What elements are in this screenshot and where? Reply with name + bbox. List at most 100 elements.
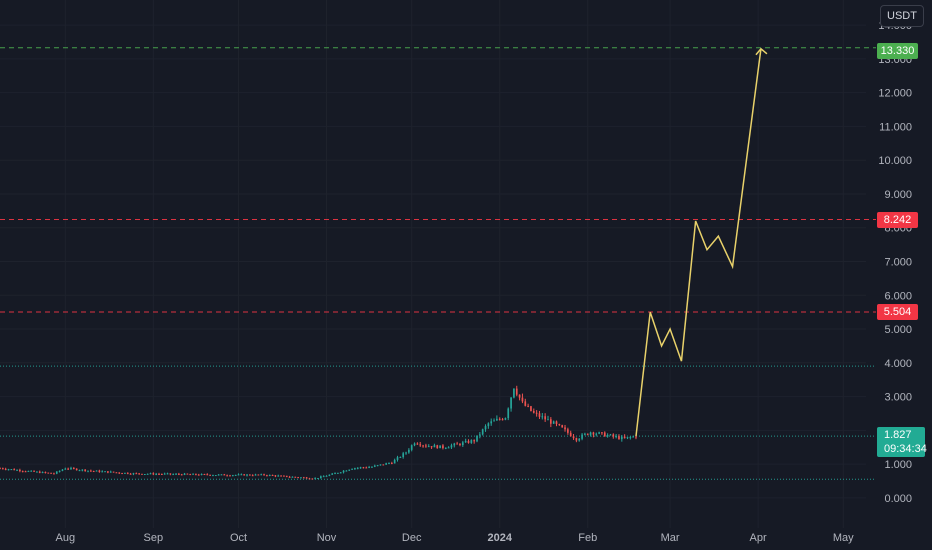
candle <box>359 466 362 469</box>
candle <box>33 470 35 472</box>
candle-body <box>388 463 390 465</box>
candle <box>271 474 274 476</box>
candle <box>371 466 373 468</box>
candle <box>135 472 138 475</box>
candle <box>30 470 33 472</box>
candle <box>107 471 109 474</box>
candle-body <box>55 471 58 474</box>
candle <box>178 472 180 476</box>
candle-body <box>212 475 214 477</box>
candle <box>78 469 81 472</box>
candle <box>345 470 348 472</box>
candle-body <box>496 418 498 421</box>
candle <box>348 469 351 472</box>
candle <box>444 447 447 450</box>
candle-body <box>115 472 118 474</box>
candle-body <box>351 468 353 470</box>
candle <box>21 470 24 473</box>
candle-body <box>609 434 612 436</box>
candle <box>38 470 41 474</box>
candle <box>155 472 158 476</box>
candle-body <box>4 468 7 470</box>
candle-body <box>64 468 67 470</box>
candle <box>81 469 84 472</box>
candle-body <box>601 432 603 434</box>
y-tick-label: 6.000 <box>884 290 912 302</box>
candle-body <box>339 472 342 474</box>
candle <box>510 397 512 412</box>
candle <box>481 428 484 436</box>
candle <box>44 471 47 474</box>
candle <box>263 473 265 476</box>
candle <box>351 468 353 470</box>
candle-body <box>10 469 13 471</box>
candle-body <box>385 463 388 465</box>
candle <box>109 470 112 473</box>
projection-arrowhead <box>755 47 768 56</box>
candle-body <box>254 474 257 476</box>
candle-body <box>399 457 402 459</box>
candle <box>302 476 305 479</box>
candle <box>402 451 405 459</box>
candle-body <box>487 423 490 427</box>
candle <box>0 467 1 470</box>
candle-body <box>317 478 319 480</box>
candle <box>206 473 209 476</box>
candle-body <box>481 429 484 435</box>
candle <box>192 473 194 475</box>
candle <box>535 410 538 417</box>
candle <box>450 443 453 449</box>
candle-body <box>237 474 240 476</box>
candle-body <box>569 432 572 437</box>
candle <box>606 433 609 438</box>
candle-body <box>300 477 302 479</box>
candle <box>274 474 277 478</box>
candle <box>478 432 481 439</box>
candle-body <box>61 469 64 471</box>
candle <box>626 437 629 440</box>
candle <box>552 420 555 424</box>
candle-body <box>268 474 271 476</box>
candle <box>141 473 143 475</box>
candle <box>490 418 493 426</box>
candle-body <box>118 472 121 474</box>
candle-body <box>356 467 359 469</box>
candle-body <box>337 472 339 474</box>
candle <box>64 467 67 470</box>
candle-body <box>567 429 569 433</box>
candle-body <box>547 419 549 421</box>
candle-body <box>217 474 220 476</box>
candle <box>396 455 399 462</box>
candle-body <box>578 438 581 441</box>
candle <box>126 472 129 475</box>
candle <box>541 413 544 420</box>
candle-body <box>334 473 336 475</box>
candle <box>464 438 467 443</box>
candle-body <box>632 436 635 438</box>
candle-body <box>354 468 356 470</box>
candle-body <box>160 473 163 475</box>
candle <box>578 437 581 442</box>
x-axis: Aug Sep Oct Nov Dec 2024 Feb Mar Apr May <box>56 532 855 544</box>
candle <box>158 472 160 475</box>
currency-selector-button[interactable]: USDT <box>880 5 924 27</box>
candle <box>277 474 280 477</box>
candle-body <box>30 470 33 472</box>
candle-body <box>220 474 223 476</box>
candle <box>356 467 359 470</box>
y-tick-label: 12.000 <box>878 88 912 100</box>
candle-body <box>135 473 138 475</box>
candle-body <box>0 468 1 470</box>
candle-body <box>90 470 92 472</box>
candle <box>470 439 473 444</box>
candle-body <box>473 440 476 442</box>
candle-body <box>178 473 180 475</box>
candle-body <box>186 473 189 475</box>
x-tick-label: Apr <box>750 532 767 544</box>
projection-line <box>635 48 762 437</box>
candle <box>314 477 317 480</box>
candle <box>254 473 257 476</box>
candle <box>473 439 476 444</box>
y-tick-label: 10.000 <box>878 155 912 167</box>
